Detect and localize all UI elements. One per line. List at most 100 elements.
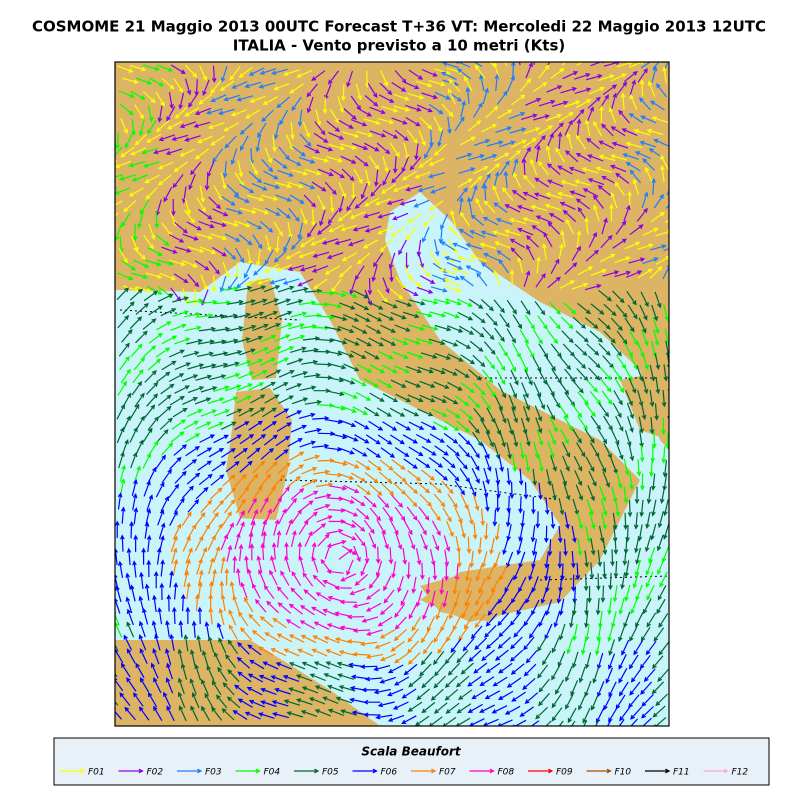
- wind-arrow: [664, 219, 669, 223]
- wind-arrow: [115, 648, 124, 664]
- wind-arrow: [145, 272, 163, 279]
- wind-arrow: [441, 480, 454, 495]
- wind-arrow: [194, 107, 212, 115]
- wind-arrow: [334, 611, 352, 617]
- wind-arrow: [133, 507, 139, 525]
- wind-arrow: [447, 468, 460, 482]
- wind-arrow: [161, 468, 172, 484]
- wind-arrow: [558, 404, 569, 420]
- wind-arrow: [239, 299, 256, 306]
- legend-arrow: [528, 768, 554, 774]
- wind-arrow: [433, 381, 450, 389]
- wind-arrow: [537, 393, 545, 410]
- wind-arrow: [142, 607, 149, 625]
- wind-arrow: [133, 356, 146, 371]
- wind-arrow: [611, 141, 629, 149]
- wind-arrow: [608, 106, 617, 124]
- wind-arrow: [499, 407, 507, 424]
- wind-arrow: [182, 535, 191, 552]
- wind-arrow: [517, 256, 524, 274]
- wind-arrow: [595, 597, 601, 616]
- wind-arrow: [226, 434, 242, 444]
- wind-arrow: [635, 547, 641, 565]
- wind-arrow: [391, 459, 406, 470]
- wind-arrow: [634, 536, 640, 554]
- wind-arrow: [225, 654, 236, 669]
- wind-arrow: [466, 536, 472, 555]
- wind-arrow: [456, 703, 472, 714]
- wind-arrow: [289, 451, 305, 461]
- wind-arrow: [210, 220, 227, 228]
- wind-arrow: [447, 493, 458, 509]
- wind-arrow: [574, 179, 591, 186]
- wind-arrow: [651, 655, 664, 670]
- wind-arrow: [518, 496, 523, 514]
- wind-arrow: [657, 511, 664, 529]
- wind-arrow: [168, 349, 186, 358]
- wind-arrow: [572, 428, 582, 444]
- wind-arrow: [575, 562, 581, 581]
- wind-arrow: [161, 335, 178, 345]
- wind-arrow: [429, 367, 446, 375]
- wind-arrow: [558, 111, 574, 122]
- wind-arrow: [234, 360, 252, 368]
- wind-arrow: [316, 144, 334, 152]
- wind-arrow: [282, 675, 300, 682]
- wind-arrow: [238, 486, 250, 501]
- wind-arrow: [538, 692, 550, 707]
- wind-arrow: [663, 499, 669, 517]
- map-frame: [114, 61, 670, 727]
- wind-arrow: [498, 455, 504, 473]
- wind-arrow: [354, 196, 368, 209]
- wind-arrow: [442, 716, 457, 726]
- wind-arrow: [667, 235, 669, 237]
- wind-arrow: [625, 162, 641, 172]
- wind-arrow: [535, 144, 541, 162]
- wind-arrow: [337, 472, 355, 480]
- wind-arrow: [493, 202, 508, 213]
- wind-arrow: [510, 636, 523, 650]
- wind-arrow: [507, 356, 516, 373]
- wind-arrow: [341, 252, 358, 262]
- wind-arrow: [443, 311, 460, 319]
- wind-arrow: [135, 77, 153, 85]
- wind-arrow: [405, 116, 421, 127]
- wind-arrow: [276, 530, 282, 548]
- wind-arrow: [564, 262, 578, 275]
- wind-arrow: [469, 175, 483, 189]
- wind-arrow: [545, 356, 556, 372]
- wind-arrow: [640, 473, 645, 491]
- wind-arrow: [128, 187, 144, 197]
- wind-arrow: [655, 377, 661, 395]
- wind-arrow: [234, 421, 250, 431]
- wind-arrow: [418, 506, 430, 521]
- wind-arrow: [653, 138, 669, 147]
- wind-arrow: [589, 442, 600, 458]
- wind-arrow: [513, 624, 526, 638]
- wind-arrow: [434, 445, 449, 456]
- wind-arrow: [661, 390, 667, 408]
- wind-arrow: [407, 213, 423, 224]
- wind-arrow: [581, 167, 599, 174]
- wind-arrow: [512, 430, 519, 448]
- wind-arrow: [497, 612, 510, 627]
- wind-arrow: [244, 555, 249, 573]
- wind-arrow: [394, 676, 410, 686]
- wind-arrow: [456, 650, 469, 664]
- wind-arrow: [589, 512, 596, 530]
- wind-arrow: [314, 121, 326, 136]
- wind-arrow: [486, 589, 496, 605]
- wind-arrow: [315, 109, 322, 127]
- wind-arrow: [169, 570, 174, 588]
- wind-arrow: [146, 393, 159, 407]
- wind-arrow: [525, 98, 542, 106]
- wind-arrow: [609, 164, 627, 173]
- wind-arrow: [658, 641, 669, 656]
- wind-arrow: [432, 534, 440, 552]
- wind-arrow: [299, 440, 317, 448]
- wind-arrow: [129, 316, 143, 330]
- wind-arrow: [198, 473, 213, 486]
- wind-arrow: [650, 523, 657, 541]
- wind-arrow: [642, 227, 659, 236]
- legend: F01 F02 F03 F04 F05 F06 F07 F08 F09 F10 F11 F12: [60, 768, 748, 778]
